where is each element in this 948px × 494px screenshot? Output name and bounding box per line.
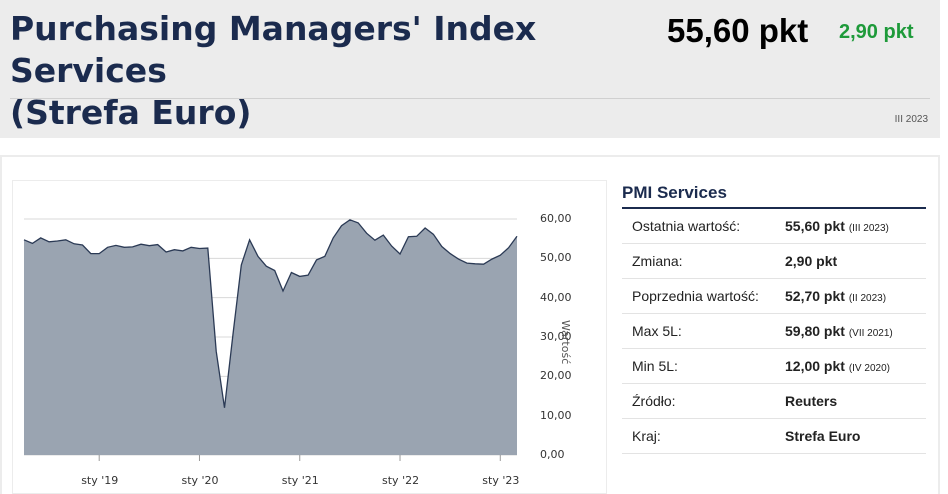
page-title: Purchasing Managers' Index Services (Str… <box>10 8 630 134</box>
info-value-text: 55,60 pkt <box>785 218 845 234</box>
y-tick-label: 40,00 <box>540 290 572 304</box>
info-row-value: 52,70 pkt (II 2023) <box>785 278 926 314</box>
info-row-label: Ostatnia wartość: <box>622 209 785 244</box>
x-tick-label: sty '20 <box>181 474 219 487</box>
info-title-underline <box>622 207 926 209</box>
info-row-label: Źródło: <box>622 383 785 419</box>
info-table: Ostatnia wartość: 55,60 pkt (III 2023) Zmi… <box>622 209 926 454</box>
y-tick-label: 30,00 <box>540 330 572 343</box>
change-value: 2,90 pkt <box>839 21 914 43</box>
info-row: Max 5L: 59,80 pkt (VII 2021) <box>622 313 926 349</box>
period-label: III 2023 <box>894 114 928 125</box>
info-row-value: 59,80 pkt (VII 2021) <box>785 313 926 349</box>
info-value-text: 2,90 pkt <box>785 253 838 269</box>
title-line-1: Purchasing Managers' Index Services <box>10 9 537 90</box>
info-row-value: Strefa Euro <box>785 418 926 454</box>
info-row-value: 2,90 pkt <box>785 243 926 279</box>
y-axis-label: Wartość <box>559 320 572 365</box>
info-row-value: 12,00 pkt (IV 2020) <box>785 348 926 384</box>
y-tick-label: 20,00 <box>540 369 572 383</box>
info-value-note: (II 2023) <box>848 293 887 304</box>
info-row-label: Max 5L: <box>622 313 785 349</box>
current-value: 55,60 pkt <box>667 12 809 49</box>
info-value-text: Reuters <box>785 393 838 409</box>
x-tick-label: sty '22 <box>382 474 420 487</box>
info-row: Min 5L: 12,00 pkt (IV 2020) <box>622 348 926 384</box>
info-row-value: Reuters <box>785 383 926 419</box>
y-tick-label: 60,00 <box>540 212 572 225</box>
info-value-text: 12,00 pkt <box>785 358 845 374</box>
y-tick-label: 0,00 <box>540 448 565 461</box>
y-tick-label: 10,00 <box>540 408 572 422</box>
info-value-note: (III 2023) <box>848 223 889 234</box>
info-title: PMI Services <box>622 183 727 202</box>
info-row: Ostatnia wartość: 55,60 pkt (III 2023) <box>622 209 926 244</box>
info-value-text: 52,70 pkt <box>785 288 845 304</box>
info-value-note: (IV 2020) <box>848 363 890 374</box>
info-row-label: Min 5L: <box>622 348 785 384</box>
title-line-2: (Strefa Euro) <box>10 93 252 132</box>
info-row-label: Poprzednia wartość: <box>622 278 785 314</box>
info-row-label: Kraj: <box>622 418 785 454</box>
x-tick-label: sty '19 <box>81 474 119 487</box>
info-row-value: 55,60 pkt (III 2023) <box>785 209 926 244</box>
y-tick-label: 50,00 <box>540 251 572 265</box>
chart-box <box>12 180 607 494</box>
info-row: Poprzednia wartość: 52,70 pkt (II 2023) <box>622 278 926 314</box>
info-row: Źródło: Reuters <box>622 383 926 419</box>
content-panel <box>0 155 940 494</box>
header-divider <box>10 98 930 99</box>
info-row: Zmiana: 2,90 pkt <box>622 243 926 279</box>
info-row: Kraj: Strefa Euro <box>622 418 926 454</box>
x-tick-label: sty '23 <box>482 474 520 487</box>
header: Purchasing Managers' Index Services (Str… <box>0 0 940 138</box>
info-value-note: (VII 2021) <box>848 328 893 339</box>
info-row-label: Zmiana: <box>622 243 785 279</box>
info-value-text: Strefa Euro <box>785 428 861 444</box>
info-value-text: 59,80 pkt <box>785 323 845 339</box>
x-tick-label: sty '21 <box>281 474 319 487</box>
